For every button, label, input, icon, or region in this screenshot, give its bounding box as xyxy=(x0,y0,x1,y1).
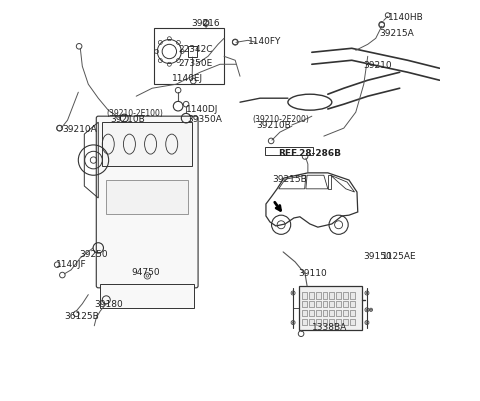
Text: 1140FY: 1140FY xyxy=(248,37,281,46)
Text: 27350E: 27350E xyxy=(178,59,212,68)
Bar xyxy=(350,301,355,308)
Bar xyxy=(100,284,194,308)
Bar xyxy=(329,310,334,316)
Bar xyxy=(343,301,348,308)
Text: 39210: 39210 xyxy=(364,61,392,70)
Text: 1338BA: 1338BA xyxy=(312,323,347,332)
Text: 1140DJ: 1140DJ xyxy=(186,104,218,113)
Bar xyxy=(323,301,327,308)
Bar xyxy=(329,319,334,325)
Bar xyxy=(316,301,321,308)
Bar xyxy=(323,292,327,299)
Text: 39350A: 39350A xyxy=(187,114,222,124)
Text: (39210-2E200): (39210-2E200) xyxy=(252,114,309,124)
Text: 1140JF: 1140JF xyxy=(56,260,87,269)
Bar xyxy=(336,319,341,325)
Text: 39215A: 39215A xyxy=(380,29,414,38)
Text: 39150: 39150 xyxy=(364,251,393,260)
Bar xyxy=(302,310,307,316)
Bar xyxy=(309,319,314,325)
Bar xyxy=(336,301,341,308)
Bar xyxy=(343,292,348,299)
Bar xyxy=(316,310,321,316)
Bar xyxy=(336,292,341,299)
Text: 22342C: 22342C xyxy=(178,45,213,54)
Text: REF.28-286B: REF.28-286B xyxy=(278,148,341,157)
Text: 94750: 94750 xyxy=(132,268,160,277)
Bar xyxy=(309,301,314,308)
Text: 39250: 39250 xyxy=(80,250,108,259)
Bar xyxy=(350,310,355,316)
Bar xyxy=(309,310,314,316)
Text: 39216: 39216 xyxy=(192,19,220,28)
Text: (39210-2E100): (39210-2E100) xyxy=(106,108,163,117)
Bar xyxy=(343,310,348,316)
Text: 1125AE: 1125AE xyxy=(382,251,416,260)
Text: 39210B: 39210B xyxy=(256,121,291,130)
Text: 36125B: 36125B xyxy=(64,312,99,320)
Text: 39110: 39110 xyxy=(298,269,326,277)
Bar xyxy=(302,301,307,308)
Bar xyxy=(265,147,313,156)
Text: 39210B: 39210B xyxy=(110,115,145,124)
Text: 1140HB: 1140HB xyxy=(388,13,423,22)
Bar xyxy=(323,319,327,325)
Bar xyxy=(309,292,314,299)
Bar xyxy=(316,319,321,325)
Bar xyxy=(316,292,321,299)
Bar xyxy=(323,310,327,316)
Text: 39180: 39180 xyxy=(94,300,123,308)
Bar xyxy=(302,319,307,325)
Bar xyxy=(336,310,341,316)
Text: 1140EJ: 1140EJ xyxy=(172,73,203,82)
FancyBboxPatch shape xyxy=(96,117,198,288)
Bar xyxy=(106,180,188,215)
Bar xyxy=(350,319,355,325)
Bar xyxy=(329,292,334,299)
Text: 39215B: 39215B xyxy=(272,174,307,183)
Bar xyxy=(154,29,224,85)
Bar xyxy=(343,319,348,325)
Bar xyxy=(350,292,355,299)
Bar xyxy=(302,292,307,299)
Text: 39210A: 39210A xyxy=(62,124,97,133)
Bar xyxy=(102,123,192,167)
Bar xyxy=(188,47,197,58)
Bar xyxy=(329,301,334,308)
Bar xyxy=(299,286,362,330)
